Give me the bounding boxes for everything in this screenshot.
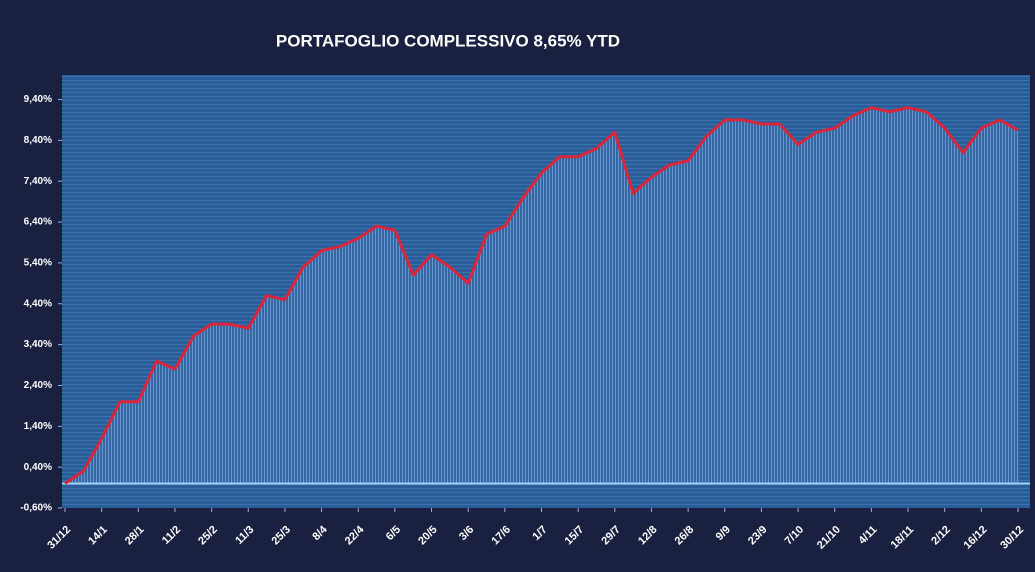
- y-tick-label: 2,40%: [24, 380, 52, 391]
- y-tick-label: 9,40%: [24, 94, 52, 105]
- chart-title: PORTAFOGLIO COMPLESSIVO 8,65% YTD: [276, 31, 620, 50]
- y-tick-label: 7,40%: [24, 176, 52, 187]
- y-tick-label: -0,60%: [20, 503, 52, 514]
- y-tick-label: 5,40%: [24, 258, 52, 269]
- y-tick-label: 0,40%: [24, 462, 52, 473]
- y-tick-label: 4,40%: [24, 298, 52, 309]
- y-tick-label: 8,40%: [24, 135, 52, 146]
- line: [64, 106, 1019, 485]
- y-tick-label: 1,40%: [24, 421, 52, 432]
- y-tick-label: 6,40%: [24, 217, 52, 228]
- y-tick-label: 3,40%: [24, 339, 52, 350]
- area: [65, 107, 1018, 484]
